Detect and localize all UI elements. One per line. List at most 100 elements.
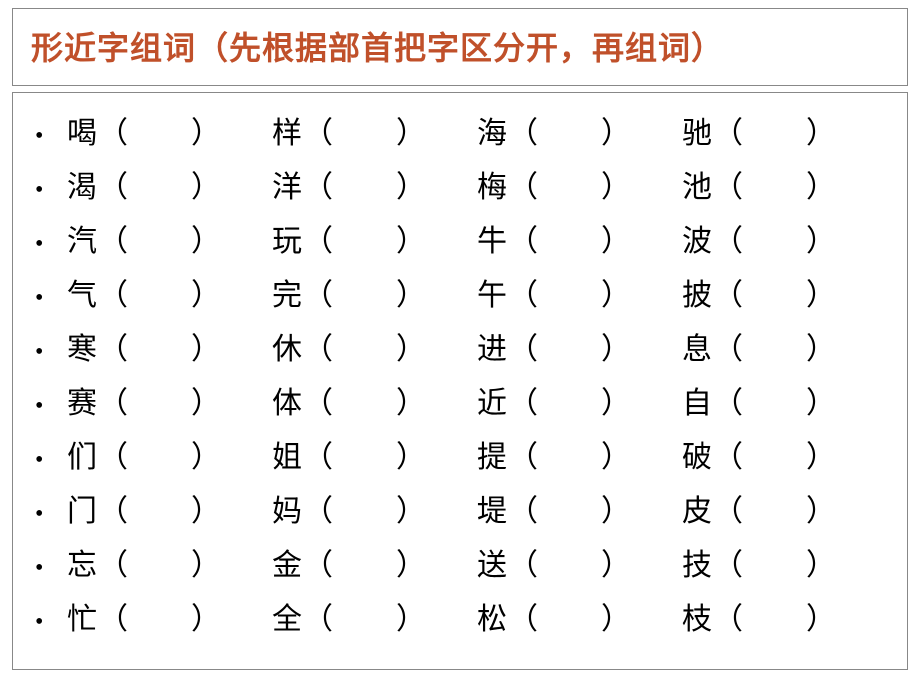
character: 寒 <box>67 333 98 366</box>
blank-parentheses: （ ） <box>508 333 632 366</box>
character: 样 <box>272 117 303 150</box>
char-blank-cell: 波（ ） <box>682 215 887 269</box>
char-blank-cell: 喝（ ） <box>67 107 272 161</box>
bullet-icon: • <box>31 601 67 644</box>
character: 驰 <box>682 117 713 150</box>
character: 喝 <box>67 117 98 150</box>
exercise-row: •喝（ ）样（ ）海（ ）驰（ ） <box>31 107 897 161</box>
blank-parentheses: （ ） <box>508 279 632 312</box>
blank-parentheses: （ ） <box>303 117 427 150</box>
character: 金 <box>272 549 303 582</box>
exercise-content: •喝（ ）样（ ）海（ ）驰（ ）•渴（ ）洋（ ）梅（ ）池（ ）•汽（ ）玩… <box>12 92 908 670</box>
blank-parentheses: （ ） <box>98 117 222 150</box>
char-blank-cell: 姐（ ） <box>272 431 477 485</box>
character: 姐 <box>272 441 303 474</box>
char-blank-cell: 披（ ） <box>682 269 887 323</box>
char-blank-cell: 全（ ） <box>272 593 477 647</box>
char-blank-cell: 样（ ） <box>272 107 477 161</box>
character: 洋 <box>272 171 303 204</box>
exercise-row: •们（ ）姐（ ）提（ ）破（ ） <box>31 431 897 485</box>
character: 松 <box>477 603 508 636</box>
blank-parentheses: （ ） <box>713 225 837 258</box>
blank-parentheses: （ ） <box>713 171 837 204</box>
char-blank-cell: 破（ ） <box>682 431 887 485</box>
bullet-icon: • <box>31 331 67 374</box>
blank-parentheses: （ ） <box>98 495 222 528</box>
character: 完 <box>272 279 303 312</box>
char-blank-cell: 提（ ） <box>477 431 682 485</box>
bullet-icon: • <box>31 115 67 158</box>
blank-parentheses: （ ） <box>303 441 427 474</box>
blank-parentheses: （ ） <box>98 279 222 312</box>
char-blank-cell: 皮（ ） <box>682 485 887 539</box>
blank-parentheses: （ ） <box>303 603 427 636</box>
blank-parentheses: （ ） <box>98 333 222 366</box>
blank-parentheses: （ ） <box>713 333 837 366</box>
character: 波 <box>682 225 713 258</box>
blank-parentheses: （ ） <box>713 117 837 150</box>
exercise-row: •渴（ ）洋（ ）梅（ ）池（ ） <box>31 161 897 215</box>
char-blank-cell: 们（ ） <box>67 431 272 485</box>
char-blank-cell: 近（ ） <box>477 377 682 431</box>
char-blank-cell: 金（ ） <box>272 539 477 593</box>
bullet-icon: • <box>31 547 67 590</box>
character: 技 <box>682 549 713 582</box>
char-blank-cell: 完（ ） <box>272 269 477 323</box>
char-blank-cell: 午（ ） <box>477 269 682 323</box>
char-blank-cell: 寒（ ） <box>67 323 272 377</box>
blank-parentheses: （ ） <box>713 441 837 474</box>
char-blank-cell: 海（ ） <box>477 107 682 161</box>
blank-parentheses: （ ） <box>508 117 632 150</box>
bullet-icon: • <box>31 277 67 320</box>
character: 妈 <box>272 495 303 528</box>
char-blank-cell: 洋（ ） <box>272 161 477 215</box>
char-blank-cell: 体（ ） <box>272 377 477 431</box>
bullet-icon: • <box>31 493 67 536</box>
exercise-row: •寒（ ）休（ ）进（ ）息（ ） <box>31 323 897 377</box>
char-blank-cell: 休（ ） <box>272 323 477 377</box>
blank-parentheses: （ ） <box>713 495 837 528</box>
char-blank-cell: 妈（ ） <box>272 485 477 539</box>
bullet-icon: • <box>31 169 67 212</box>
character: 牛 <box>477 225 508 258</box>
blank-parentheses: （ ） <box>98 171 222 204</box>
blank-parentheses: （ ） <box>303 495 427 528</box>
blank-parentheses: （ ） <box>713 549 837 582</box>
character: 全 <box>272 603 303 636</box>
char-blank-cell: 忘（ ） <box>67 539 272 593</box>
char-blank-cell: 堤（ ） <box>477 485 682 539</box>
character: 门 <box>67 495 98 528</box>
blank-parentheses: （ ） <box>713 279 837 312</box>
char-blank-cell: 送（ ） <box>477 539 682 593</box>
character: 梅 <box>477 171 508 204</box>
blank-parentheses: （ ） <box>508 387 632 420</box>
blank-parentheses: （ ） <box>713 603 837 636</box>
char-blank-cell: 渴（ ） <box>67 161 272 215</box>
blank-parentheses: （ ） <box>303 279 427 312</box>
character: 气 <box>67 279 98 312</box>
character: 进 <box>477 333 508 366</box>
character: 送 <box>477 549 508 582</box>
character: 体 <box>272 387 303 420</box>
char-blank-cell: 自（ ） <box>682 377 887 431</box>
blank-parentheses: （ ） <box>98 441 222 474</box>
character: 破 <box>682 441 713 474</box>
char-blank-cell: 气（ ） <box>67 269 272 323</box>
character: 们 <box>67 441 98 474</box>
char-blank-cell: 梅（ ） <box>477 161 682 215</box>
blank-parentheses: （ ） <box>508 549 632 582</box>
character: 自 <box>682 387 713 420</box>
character: 息 <box>682 333 713 366</box>
character: 海 <box>477 117 508 150</box>
title-container: 形近字组词（先根据部首把字区分开，再组词） <box>12 8 908 86</box>
blank-parentheses: （ ） <box>508 171 632 204</box>
exercise-row: •汽（ ）玩（ ）牛（ ）波（ ） <box>31 215 897 269</box>
character: 提 <box>477 441 508 474</box>
bullet-icon: • <box>31 385 67 428</box>
blank-parentheses: （ ） <box>303 333 427 366</box>
character: 赛 <box>67 387 98 420</box>
blank-parentheses: （ ） <box>98 387 222 420</box>
blank-parentheses: （ ） <box>303 225 427 258</box>
char-blank-cell: 驰（ ） <box>682 107 887 161</box>
char-blank-cell: 忙（ ） <box>67 593 272 647</box>
